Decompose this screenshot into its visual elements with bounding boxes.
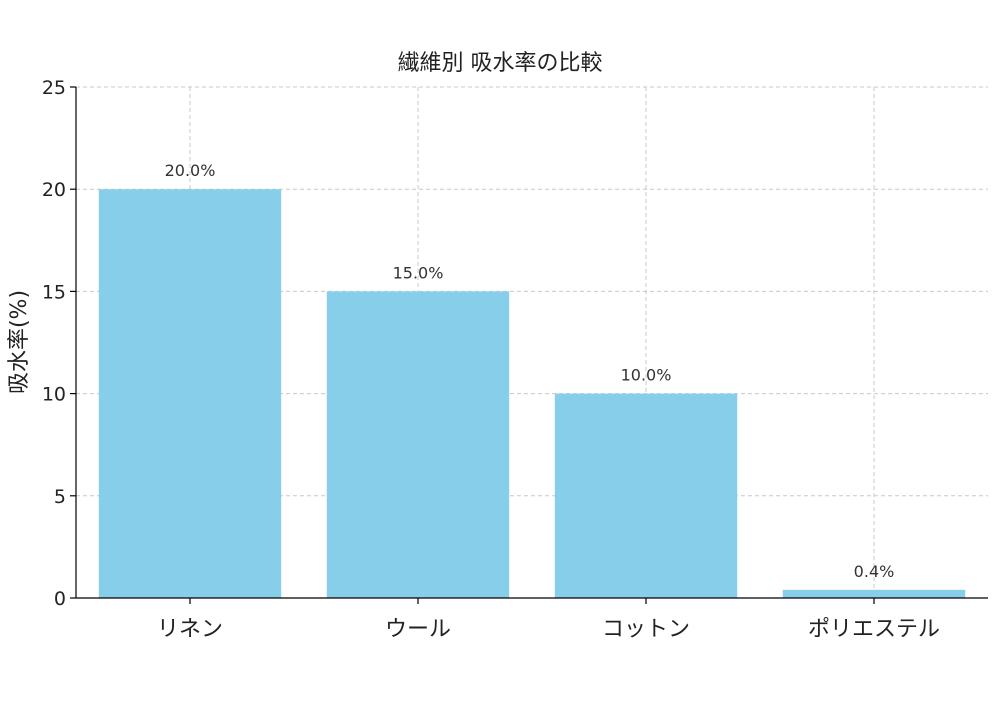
bar bbox=[326, 291, 510, 598]
chart-title: 繊維別 吸水率の比較 bbox=[398, 51, 603, 76]
y-tick-label: 15 bbox=[42, 281, 66, 303]
y-tick-label: 25 bbox=[42, 77, 66, 99]
labels: 0 5 10 15 20 25 20.0% リネン 15.0% ウール 10.0% コットン 0.4% ポ… bbox=[42, 77, 940, 642]
y-tick-label: 20 bbox=[42, 179, 66, 201]
bar-value-label: 15.0% bbox=[393, 263, 444, 282]
x-tick-label: ウール bbox=[385, 617, 451, 642]
bar-value-label: 20.0% bbox=[165, 161, 216, 180]
x-tick-label: ポリエステル bbox=[808, 617, 940, 642]
bars bbox=[98, 189, 966, 598]
y-tick-label: 10 bbox=[42, 384, 66, 406]
bar bbox=[98, 189, 282, 598]
axes bbox=[70, 86, 988, 604]
bar-value-label: 10.0% bbox=[621, 366, 672, 385]
x-tick-label: リネン bbox=[157, 617, 223, 642]
y-axis-label: 吸水率(%) bbox=[7, 290, 32, 394]
y-tick-label: 0 bbox=[54, 588, 66, 610]
bar-value-label: 0.4% bbox=[854, 562, 895, 581]
y-tick-label: 5 bbox=[54, 486, 66, 508]
bar bbox=[554, 393, 738, 598]
x-tick-label: コットン bbox=[602, 617, 690, 642]
bar bbox=[782, 589, 966, 598]
